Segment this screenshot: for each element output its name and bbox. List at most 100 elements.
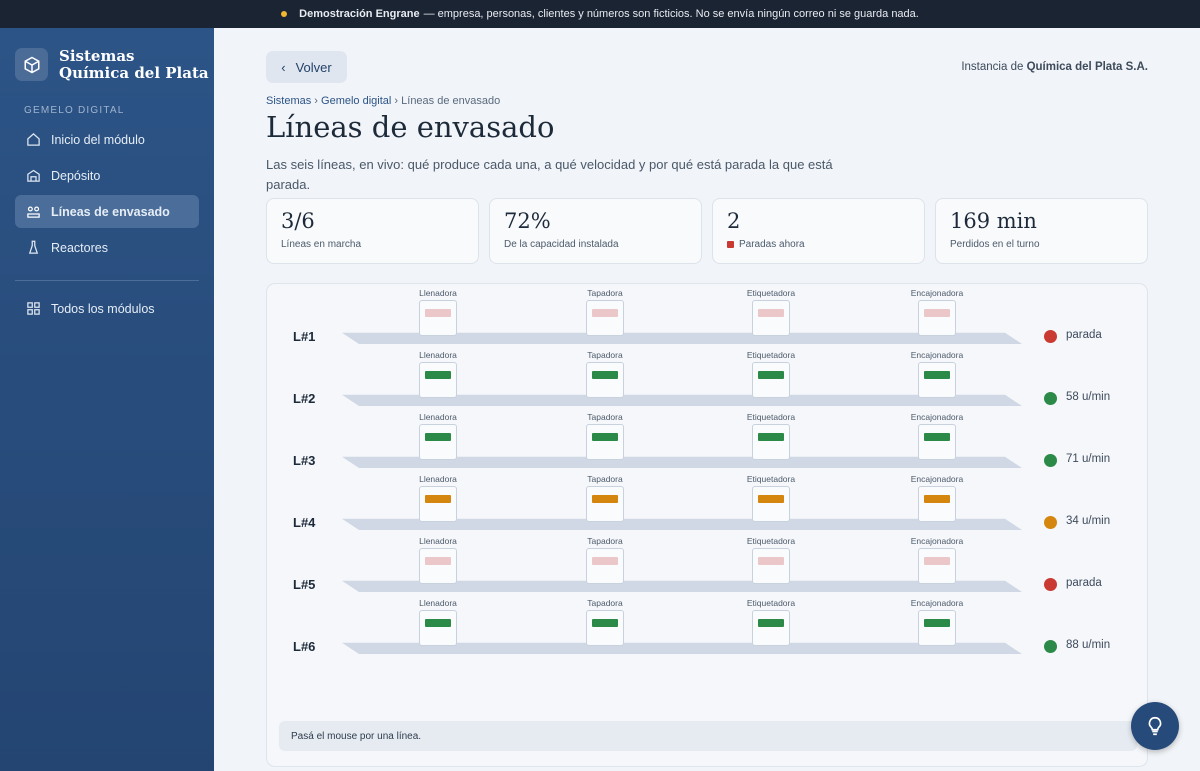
station-indicator: [425, 309, 451, 317]
station-label: Llenadora: [419, 598, 457, 608]
status-dot: [1044, 516, 1057, 529]
conveyor: [342, 456, 1022, 468]
help-button[interactable]: [1131, 702, 1179, 750]
station: [586, 610, 624, 646]
status-text: 58 u/min: [1066, 391, 1111, 403]
station: [419, 362, 457, 398]
line-id: L#4: [293, 515, 316, 530]
station-label: Etiquetadora: [746, 536, 796, 546]
station-indicator: [592, 371, 618, 379]
kpi-label: Paradas ahora: [739, 239, 805, 250]
station-indicator: [758, 495, 784, 503]
station: [419, 424, 457, 460]
station-label: Tapadora: [587, 288, 623, 298]
conveyor: [342, 394, 1022, 406]
station-label: Llenadora: [419, 288, 457, 298]
banner-title: Demostración Engrane: [299, 8, 420, 20]
station-label: Llenadora: [419, 350, 457, 360]
line-id: L#2: [293, 391, 316, 406]
station-indicator: [758, 433, 784, 441]
station-indicator: [425, 557, 451, 565]
breadcrumb: Sistemas › Gemelo digital › Líneas de en…: [266, 95, 501, 107]
station-label: Tapadora: [587, 474, 623, 484]
back-button[interactable]: ‹ Volver: [266, 51, 347, 83]
nav-item[interactable]: Líneas de envasado: [15, 195, 199, 228]
station-indicator: [758, 557, 784, 565]
station-label: Encajonadora: [910, 536, 964, 546]
conveyor: [342, 642, 1022, 654]
status-text: 71 u/min: [1066, 453, 1111, 465]
station-label: Etiquetadora: [746, 288, 796, 298]
nav-label: Inicio del módulo: [51, 132, 145, 147]
station-indicator: [425, 495, 451, 503]
station: [586, 362, 624, 398]
station-indicator: [592, 619, 618, 627]
station: [419, 486, 457, 522]
status-dot: [1044, 454, 1057, 467]
instance-prefix: Instancia de: [961, 61, 1024, 73]
station: [918, 362, 956, 398]
station: [752, 486, 790, 522]
station-indicator: [924, 433, 950, 441]
instance: Instancia de Química del Plata S.A.: [961, 61, 1148, 73]
kpi-label: De la capacidad instalada: [504, 239, 619, 250]
station-label: Llenadora: [419, 474, 457, 484]
crumb: Líneas de envasado: [401, 95, 501, 107]
status-dot: [1044, 640, 1057, 653]
station-indicator: [592, 557, 618, 565]
kpi-label: Perdidos en el turno: [950, 239, 1040, 250]
status-text: parada: [1066, 329, 1102, 341]
section-label: GEMELO DIGITAL: [24, 105, 125, 116]
lines-panel: Pasá el mouse por una línea. L#1 Llenador…: [266, 283, 1148, 767]
line-id: L#5: [293, 577, 316, 592]
station-label: Encajonadora: [910, 598, 964, 608]
station: [586, 300, 624, 336]
station: [419, 548, 457, 584]
nav-label: Reactores: [51, 240, 108, 255]
station: [752, 362, 790, 398]
kpi-label: Líneas en marcha: [281, 239, 362, 250]
station-indicator: [924, 495, 950, 503]
nav-label: Todos los módulos: [51, 301, 155, 316]
station-label: Llenadora: [419, 536, 457, 546]
station-indicator: [924, 371, 950, 379]
brand: Sistemas Química del Plata: [15, 48, 209, 82]
station-label: Tapadora: [587, 350, 623, 360]
station-label: Etiquetadora: [746, 412, 796, 422]
nav-label: Depósito: [51, 168, 101, 183]
station: [752, 610, 790, 646]
station: [918, 486, 956, 522]
conveyor: [342, 332, 1022, 344]
nav-label: Líneas de envasado: [51, 204, 170, 219]
station-label: Encajonadora: [910, 412, 964, 422]
hint: Pasá el mouse por una línea.: [279, 721, 1137, 751]
station: [918, 300, 956, 336]
crumb[interactable]: Sistemas: [266, 95, 312, 107]
status-text: 34 u/min: [1066, 515, 1111, 527]
kpi-card: 3/6 Líneas en marcha: [266, 198, 479, 264]
crumb[interactable]: Gemelo digital: [321, 95, 392, 107]
station: [918, 548, 956, 584]
nav-item[interactable]: Todos los módulos: [15, 292, 199, 325]
station-indicator: [592, 495, 618, 503]
station: [586, 486, 624, 522]
station: [419, 300, 457, 336]
kpi-value: 2: [727, 209, 741, 233]
nav-item[interactable]: Inicio del módulo: [15, 123, 199, 156]
station-label: Tapadora: [587, 536, 623, 546]
station-indicator: [924, 557, 950, 565]
line-id: L#1: [293, 329, 316, 344]
station-indicator: [425, 371, 451, 379]
station-indicator: [758, 619, 784, 627]
status-dot: [1044, 392, 1057, 405]
brand-line: Sistemas: [59, 47, 135, 65]
station: [752, 300, 790, 336]
station: [752, 424, 790, 460]
nav-item[interactable]: Reactores: [15, 231, 199, 264]
nav-item[interactable]: Depósito: [15, 159, 199, 192]
station: [752, 548, 790, 584]
status-text: parada: [1066, 577, 1102, 589]
station: [419, 610, 457, 646]
